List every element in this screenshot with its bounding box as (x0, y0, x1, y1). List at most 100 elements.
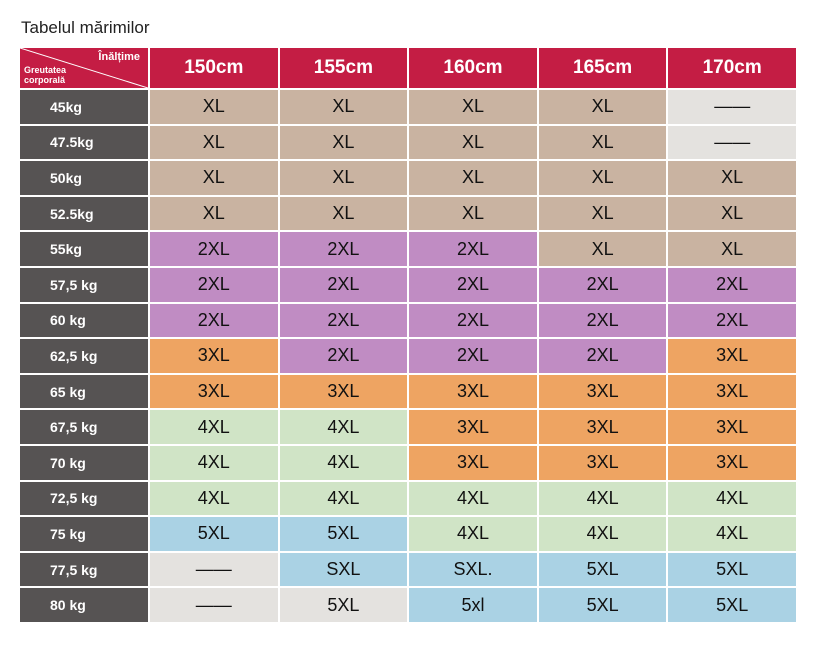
size-cell: XL (409, 196, 537, 231)
size-cell: 2XL (279, 267, 408, 302)
size-cell: 4XL (150, 481, 278, 516)
size-cell: 2XL (409, 232, 537, 266)
size-cell: 4XL (668, 517, 796, 551)
size-cell: XL (668, 196, 796, 231)
size-cell: 5XL (279, 588, 408, 622)
size-cell: 3XL (409, 410, 537, 444)
weight-label: 47.5kg (20, 125, 148, 160)
size-cell: XL (150, 196, 278, 231)
size-cell: 4XL (409, 481, 537, 516)
column-header: 160cm (409, 48, 537, 88)
size-cell: XL (279, 125, 408, 160)
weight-label: 75 kg (20, 517, 148, 551)
size-cell: 2XL (409, 267, 537, 302)
size-cell: 2XL (668, 267, 796, 302)
size-cell: 2XL (279, 303, 408, 338)
size-cell: 4XL (150, 410, 278, 444)
size-cell: 4XL (538, 481, 667, 516)
size-cell: 4XL (279, 410, 408, 444)
size-cell: 2XL (279, 232, 408, 266)
size-cell: 5XL (279, 517, 408, 551)
size-cell: 4XL (279, 481, 408, 516)
size-cell: —— (668, 125, 796, 160)
size-cell: SXL (279, 552, 408, 587)
column-header: 150cm (150, 48, 278, 88)
size-cell: 5XL (668, 552, 796, 587)
size-cell: 5xl (409, 588, 537, 622)
size-cell: SXL. (409, 552, 537, 587)
size-cell: XL (538, 232, 667, 266)
diagonal (20, 48, 148, 88)
size-cell: XL (409, 90, 537, 124)
size-cell: 3XL (668, 445, 796, 480)
size-cell: XL (668, 232, 796, 266)
weight-label: 62,5 kg (20, 339, 148, 373)
size-cell: XL (150, 161, 278, 195)
size-cell: 3XL (668, 339, 796, 373)
size-cell: XL (150, 125, 278, 160)
column-header: 170cm (668, 48, 796, 88)
size-cell: 5XL (668, 588, 796, 622)
weight-label: 57,5 kg (20, 267, 148, 302)
size-cell: 3XL (150, 339, 278, 373)
weight-label: 80 kg (20, 588, 148, 622)
size-cell: 3XL (538, 410, 667, 444)
size-cell: 2XL (668, 303, 796, 338)
size-cell: 3XL (538, 445, 667, 480)
height-label: Înălțime (98, 51, 140, 63)
size-cell: 3XL (538, 374, 667, 409)
size-cell: XL (409, 125, 537, 160)
size-cell: 2XL (409, 303, 537, 338)
weight-label: 77,5 kg (20, 552, 148, 587)
header-corner: Înălțime Greutatea corporală (20, 48, 148, 88)
size-cell: 2XL (409, 339, 537, 373)
size-cell: 2XL (279, 339, 408, 373)
weight-label: 65 kg (20, 374, 148, 409)
size-cell: XL (538, 90, 667, 124)
weight-label: 52.5kg (20, 196, 148, 231)
size-cell: 5XL (538, 552, 667, 587)
weight-label: Greutatea corporală (24, 65, 67, 85)
size-cell: XL (538, 196, 667, 231)
size-cell: 5XL (150, 517, 278, 551)
weight-label: 60 kg (20, 303, 148, 338)
size-cell: 4XL (409, 517, 537, 551)
column-header: 165cm (538, 48, 667, 88)
size-cell: 3XL (150, 374, 278, 409)
size-cell: 3XL (668, 410, 796, 444)
weight-label: 55kg (20, 232, 148, 266)
size-cell: XL (538, 125, 667, 160)
column-header: 155cm (279, 48, 408, 88)
weight-label: 70 kg (20, 445, 148, 480)
size-table: Înălțime Greutatea corporală 150cm 155cm 1… (20, 48, 796, 622)
size-cell: 4XL (279, 445, 408, 480)
size-cell: 4XL (150, 445, 278, 480)
size-cell: 2XL (538, 339, 667, 373)
size-cell: 3XL (668, 374, 796, 409)
size-cell: XL (150, 90, 278, 124)
size-cell: XL (279, 90, 408, 124)
size-cell: 5XL (538, 588, 667, 622)
size-cell: XL (279, 196, 408, 231)
size-cell: —— (150, 552, 278, 587)
size-cell: XL (279, 161, 408, 195)
size-cell: 4XL (538, 517, 667, 551)
size-cell: 3XL (409, 445, 537, 480)
weight-label: 50kg (20, 161, 148, 195)
size-cell: 2XL (150, 232, 278, 266)
weight-label: 45kg (20, 90, 148, 124)
size-cell: XL (668, 161, 796, 195)
size-cell: 2XL (150, 303, 278, 338)
size-cell: XL (409, 161, 537, 195)
size-cell: 2XL (150, 267, 278, 302)
size-cell: 4XL (668, 481, 796, 516)
size-cell: —— (668, 90, 796, 124)
size-cell: 2XL (538, 267, 667, 302)
size-cell: —— (150, 588, 278, 622)
size-cell: XL (538, 161, 667, 195)
size-cell: 3XL (409, 374, 537, 409)
table-title: Tabelul mărimilor (21, 18, 150, 37)
weight-label: 67,5 kg (20, 410, 148, 444)
size-cell: 3XL (279, 374, 408, 409)
